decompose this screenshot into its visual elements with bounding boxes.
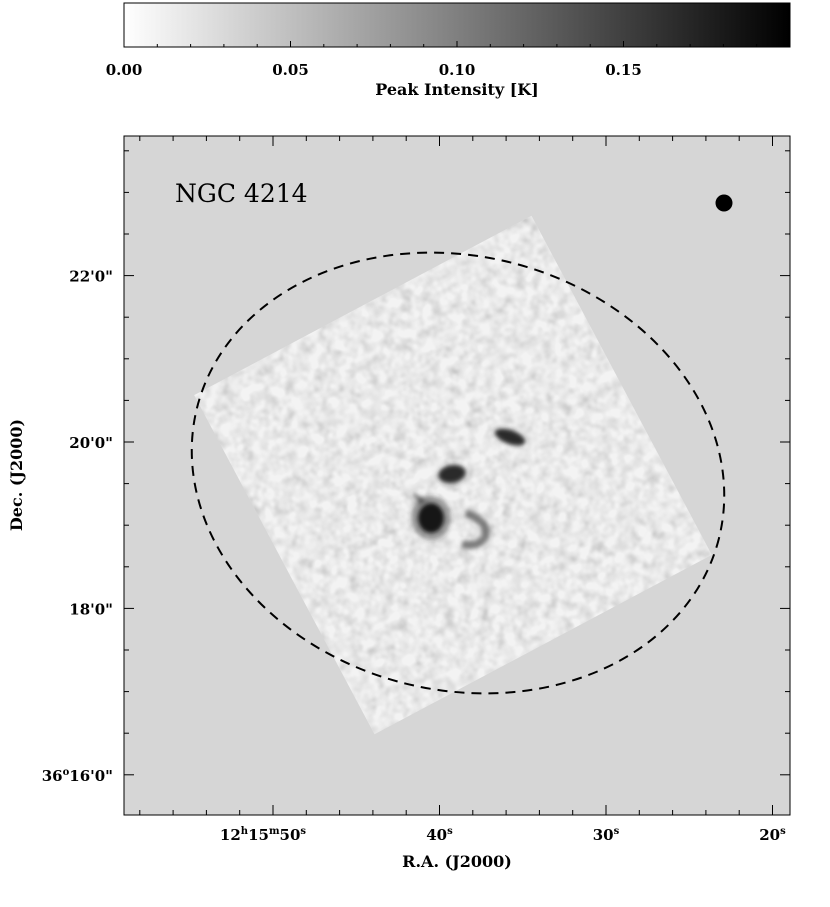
plot-frame bbox=[123, 135, 791, 816]
x-tick-labels: 12h15m50s 40s 30s 20s bbox=[220, 826, 786, 844]
y-tick-label: 20'0" bbox=[69, 434, 113, 452]
colorbar bbox=[123, 2, 791, 48]
y-tick-labels: 36o16'0" 18'0" 20'0" 22'0" bbox=[42, 268, 113, 785]
galaxy-ellipse bbox=[190, 251, 726, 695]
source-north bbox=[438, 464, 466, 484]
colorbar-label: Peak Intensity [K] bbox=[375, 80, 539, 99]
colorbar-tick-label: 0.10 bbox=[439, 61, 476, 79]
source-peak-halo bbox=[411, 496, 451, 540]
map-region bbox=[190, 215, 726, 735]
beam-marker bbox=[715, 194, 733, 212]
x-tick-label: 20s bbox=[759, 826, 786, 844]
x-tick-label: 40s bbox=[426, 826, 453, 844]
x-tick-label: 30s bbox=[593, 826, 620, 844]
plot-ticks bbox=[124, 136, 790, 815]
source-northeast bbox=[494, 428, 526, 446]
colorbar-tick-labels: 0.00 0.05 0.10 0.15 bbox=[106, 61, 642, 79]
x-axis-label: R.A. (J2000) bbox=[402, 852, 512, 871]
y-axis-label: Dec. (J2000) bbox=[7, 419, 26, 531]
colorbar-tick-label: 0.05 bbox=[272, 61, 309, 79]
y-tick-label: 22'0" bbox=[69, 268, 113, 286]
x-tick-label: 12h15m50s bbox=[220, 826, 307, 844]
source-arc bbox=[461, 509, 490, 550]
colorbar-ticks bbox=[123, 41, 758, 47]
y-tick-label: 36o16'0" bbox=[42, 767, 113, 785]
emission-features bbox=[411, 428, 526, 550]
object-name: NGC 4214 bbox=[175, 179, 308, 208]
source-tail bbox=[412, 492, 426, 505]
y-tick-label: 18'0" bbox=[69, 600, 113, 618]
colorbar-tick-label: 0.15 bbox=[605, 61, 642, 79]
colorbar-tick-label: 0.00 bbox=[106, 61, 143, 79]
